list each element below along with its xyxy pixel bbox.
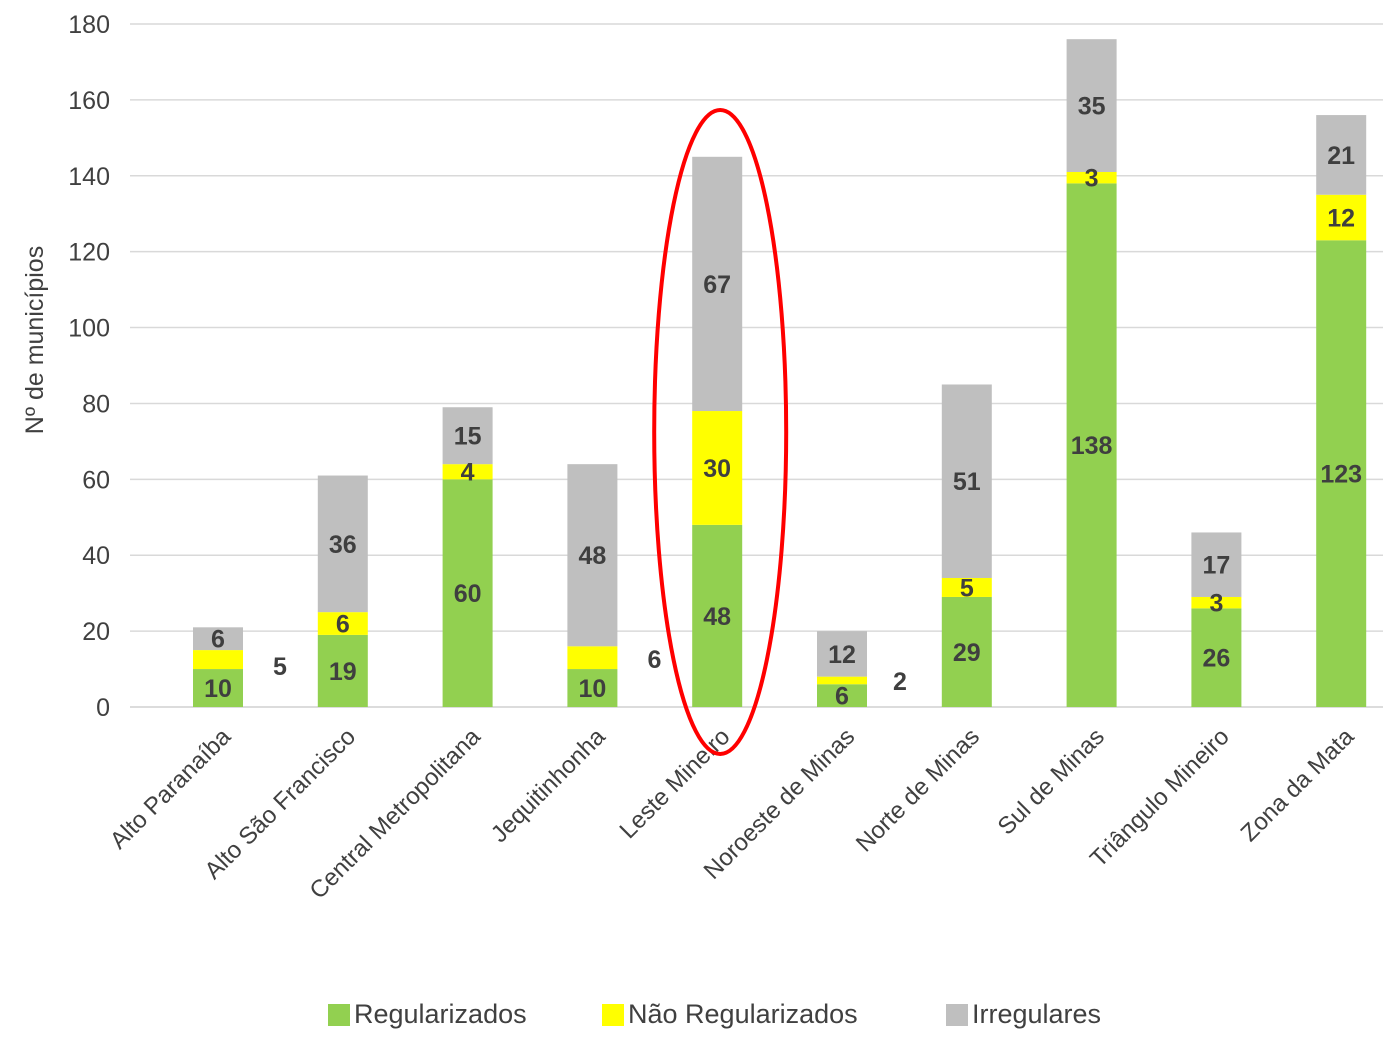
- y-tick-label: 80: [82, 390, 110, 418]
- bar-triangulo-mineiro-regularizados: [1191, 608, 1242, 707]
- x-category-label-jequitinhonha: Jequitinhonha: [486, 723, 611, 848]
- y-tick-label: 0: [96, 694, 110, 722]
- y-tick-label: 120: [68, 239, 110, 267]
- data-label-sul-de-minas-regularizados: 138: [1071, 432, 1113, 460]
- data-label-jequitinhonha-nao-regularizados: 6: [647, 646, 661, 674]
- bar-noroeste-de-minas-nao-regularizados: [817, 676, 867, 685]
- legend-label-irregulares: Irregulares: [972, 999, 1101, 1029]
- bar-noroeste-de-minas-regularizados: [817, 684, 867, 707]
- data-label-central-metropolitana-irregulares: 15: [454, 423, 482, 451]
- legend-label-regularizados: Regularizados: [354, 999, 527, 1029]
- bar-sul-de-minas-regularizados: [1066, 183, 1117, 707]
- y-tick-label: 40: [82, 542, 110, 570]
- bar-central-metropolitana-irregulares: [442, 407, 493, 465]
- bar-zona-da-mata-irregulares: [1316, 115, 1367, 195]
- bar-alto-sao-francisco-regularizados: [317, 634, 368, 707]
- data-label-triangulo-mineiro-nao-regularizados: 3: [1209, 590, 1223, 618]
- data-label-leste-mineiro-irregulares: 67: [703, 271, 731, 299]
- highlight-ellipse: [652, 108, 789, 756]
- data-label-noroeste-de-minas-regularizados: 6: [835, 683, 849, 711]
- data-label-alto-paranaiba-irregulares: 6: [211, 626, 225, 654]
- legend-label-nao-regularizados: Não Regularizados: [628, 999, 858, 1029]
- y-tick-label: 180: [68, 11, 110, 39]
- bar-triangulo-mineiro-nao-regularizados: [1191, 596, 1242, 609]
- data-label-leste-mineiro-regularizados: 48: [703, 603, 731, 631]
- bar-zona-da-mata-regularizados: [1316, 240, 1367, 708]
- data-label-zona-da-mata-irregulares: 21: [1327, 142, 1355, 170]
- y-tick-label: 100: [68, 315, 110, 343]
- bar-alto-sao-francisco-irregulares: [317, 475, 368, 613]
- bar-leste-mineiro-nao-regularizados: [692, 411, 743, 525]
- x-category-label-triangulo-mineiro: Triângulo Mineiro: [1085, 723, 1235, 873]
- data-label-norte-de-minas-irregulares: 51: [953, 468, 981, 496]
- data-label-zona-da-mata-nao-regularizados: 12: [1327, 205, 1355, 233]
- bars: [193, 39, 1367, 708]
- data-label-alto-paranaiba-nao-regularizados: 5: [273, 653, 287, 681]
- bar-norte-de-minas-regularizados: [941, 596, 992, 707]
- y-tick-label: 140: [68, 163, 110, 191]
- bar-noroeste-de-minas-irregulares: [817, 631, 867, 677]
- y-tick-label: 60: [82, 466, 110, 494]
- legend-swatch-nao-regularizados: [602, 1004, 624, 1026]
- bar-central-metropolitana-nao-regularizados: [442, 464, 493, 480]
- legend-swatch-irregulares: [946, 1004, 968, 1026]
- data-label-norte-de-minas-regularizados: 29: [953, 639, 981, 667]
- bar-jequitinhonha-nao-regularizados: [567, 646, 618, 670]
- data-label-zona-da-mata-regularizados: 123: [1320, 461, 1362, 489]
- bar-central-metropolitana-regularizados: [442, 479, 493, 707]
- bar-alto-sao-francisco-nao-regularizados: [317, 612, 368, 635]
- data-label-alto-paranaiba-regularizados: 10: [204, 675, 232, 703]
- annotations: [652, 108, 789, 756]
- bar-jequitinhonha-irregulares: [567, 464, 618, 647]
- data-label-jequitinhonha-regularizados: 10: [578, 675, 606, 703]
- y-axis-ticks: 0 20 40 60 80 100 120 140 160 180: [68, 11, 110, 722]
- data-label-alto-sao-francisco-irregulares: 36: [329, 531, 357, 559]
- bar-alto-paranaiba-regularizados: [193, 669, 243, 707]
- bar-zona-da-mata-nao-regularizados: [1316, 194, 1367, 241]
- data-label-noroeste-de-minas-nao-regularizados: 2: [893, 668, 907, 696]
- y-tick-label: 160: [68, 87, 110, 115]
- bar-sul-de-minas-irregulares: [1066, 39, 1117, 172]
- x-category-label-norte-de-minas: Norte de Minas: [851, 723, 985, 857]
- x-category-label-zona-da-mata: Zona da Mata: [1236, 723, 1360, 847]
- y-axis-label: Nº de municípios: [21, 246, 49, 434]
- bar-leste-mineiro-regularizados: [692, 524, 743, 707]
- bar-alto-paranaiba-irregulares: [193, 627, 243, 651]
- data-label-noroeste-de-minas-irregulares: 12: [828, 641, 856, 669]
- data-label-central-metropolitana-regularizados: 60: [454, 580, 482, 608]
- data-label-sul-de-minas-nao-regularizados: 3: [1085, 165, 1099, 193]
- legend-swatch-regularizados: [328, 1004, 350, 1026]
- bar-norte-de-minas-irregulares: [941, 384, 992, 578]
- data-label-central-metropolitana-nao-regularizados: 4: [461, 459, 475, 487]
- legend: Regularizados Não Regularizados Irregulare…: [328, 999, 1101, 1029]
- data-label-norte-de-minas-nao-regularizados: 5: [960, 574, 974, 602]
- bar-alto-paranaiba-nao-regularizados: [193, 650, 243, 670]
- data-label-alto-sao-francisco-nao-regularizados: 6: [336, 611, 350, 639]
- bar-sul-de-minas-nao-regularizados: [1066, 171, 1117, 184]
- data-label-triangulo-mineiro-regularizados: 26: [1202, 645, 1230, 673]
- x-category-label-leste-mineiro: Leste Mineiro: [614, 723, 735, 844]
- data-label-alto-sao-francisco-regularizados: 19: [329, 658, 357, 686]
- bar-triangulo-mineiro-irregulares: [1191, 532, 1242, 597]
- y-tick-label: 20: [82, 618, 110, 646]
- bar-leste-mineiro-irregulares: [692, 156, 743, 412]
- bar-jequitinhonha-regularizados: [567, 669, 618, 707]
- data-label-triangulo-mineiro-irregulares: 17: [1202, 552, 1230, 580]
- data-label-leste-mineiro-nao-regularizados: 30: [703, 455, 731, 483]
- data-label-jequitinhonha-irregulares: 48: [578, 542, 606, 570]
- x-category-label-sul-de-minas: Sul de Minas: [993, 723, 1110, 840]
- x-category-label-alto-paranaiba: Alto Paranaíba: [105, 723, 237, 855]
- bar-norte-de-minas-nao-regularizados: [941, 577, 992, 597]
- data-label-sul-de-minas-irregulares: 35: [1078, 93, 1106, 121]
